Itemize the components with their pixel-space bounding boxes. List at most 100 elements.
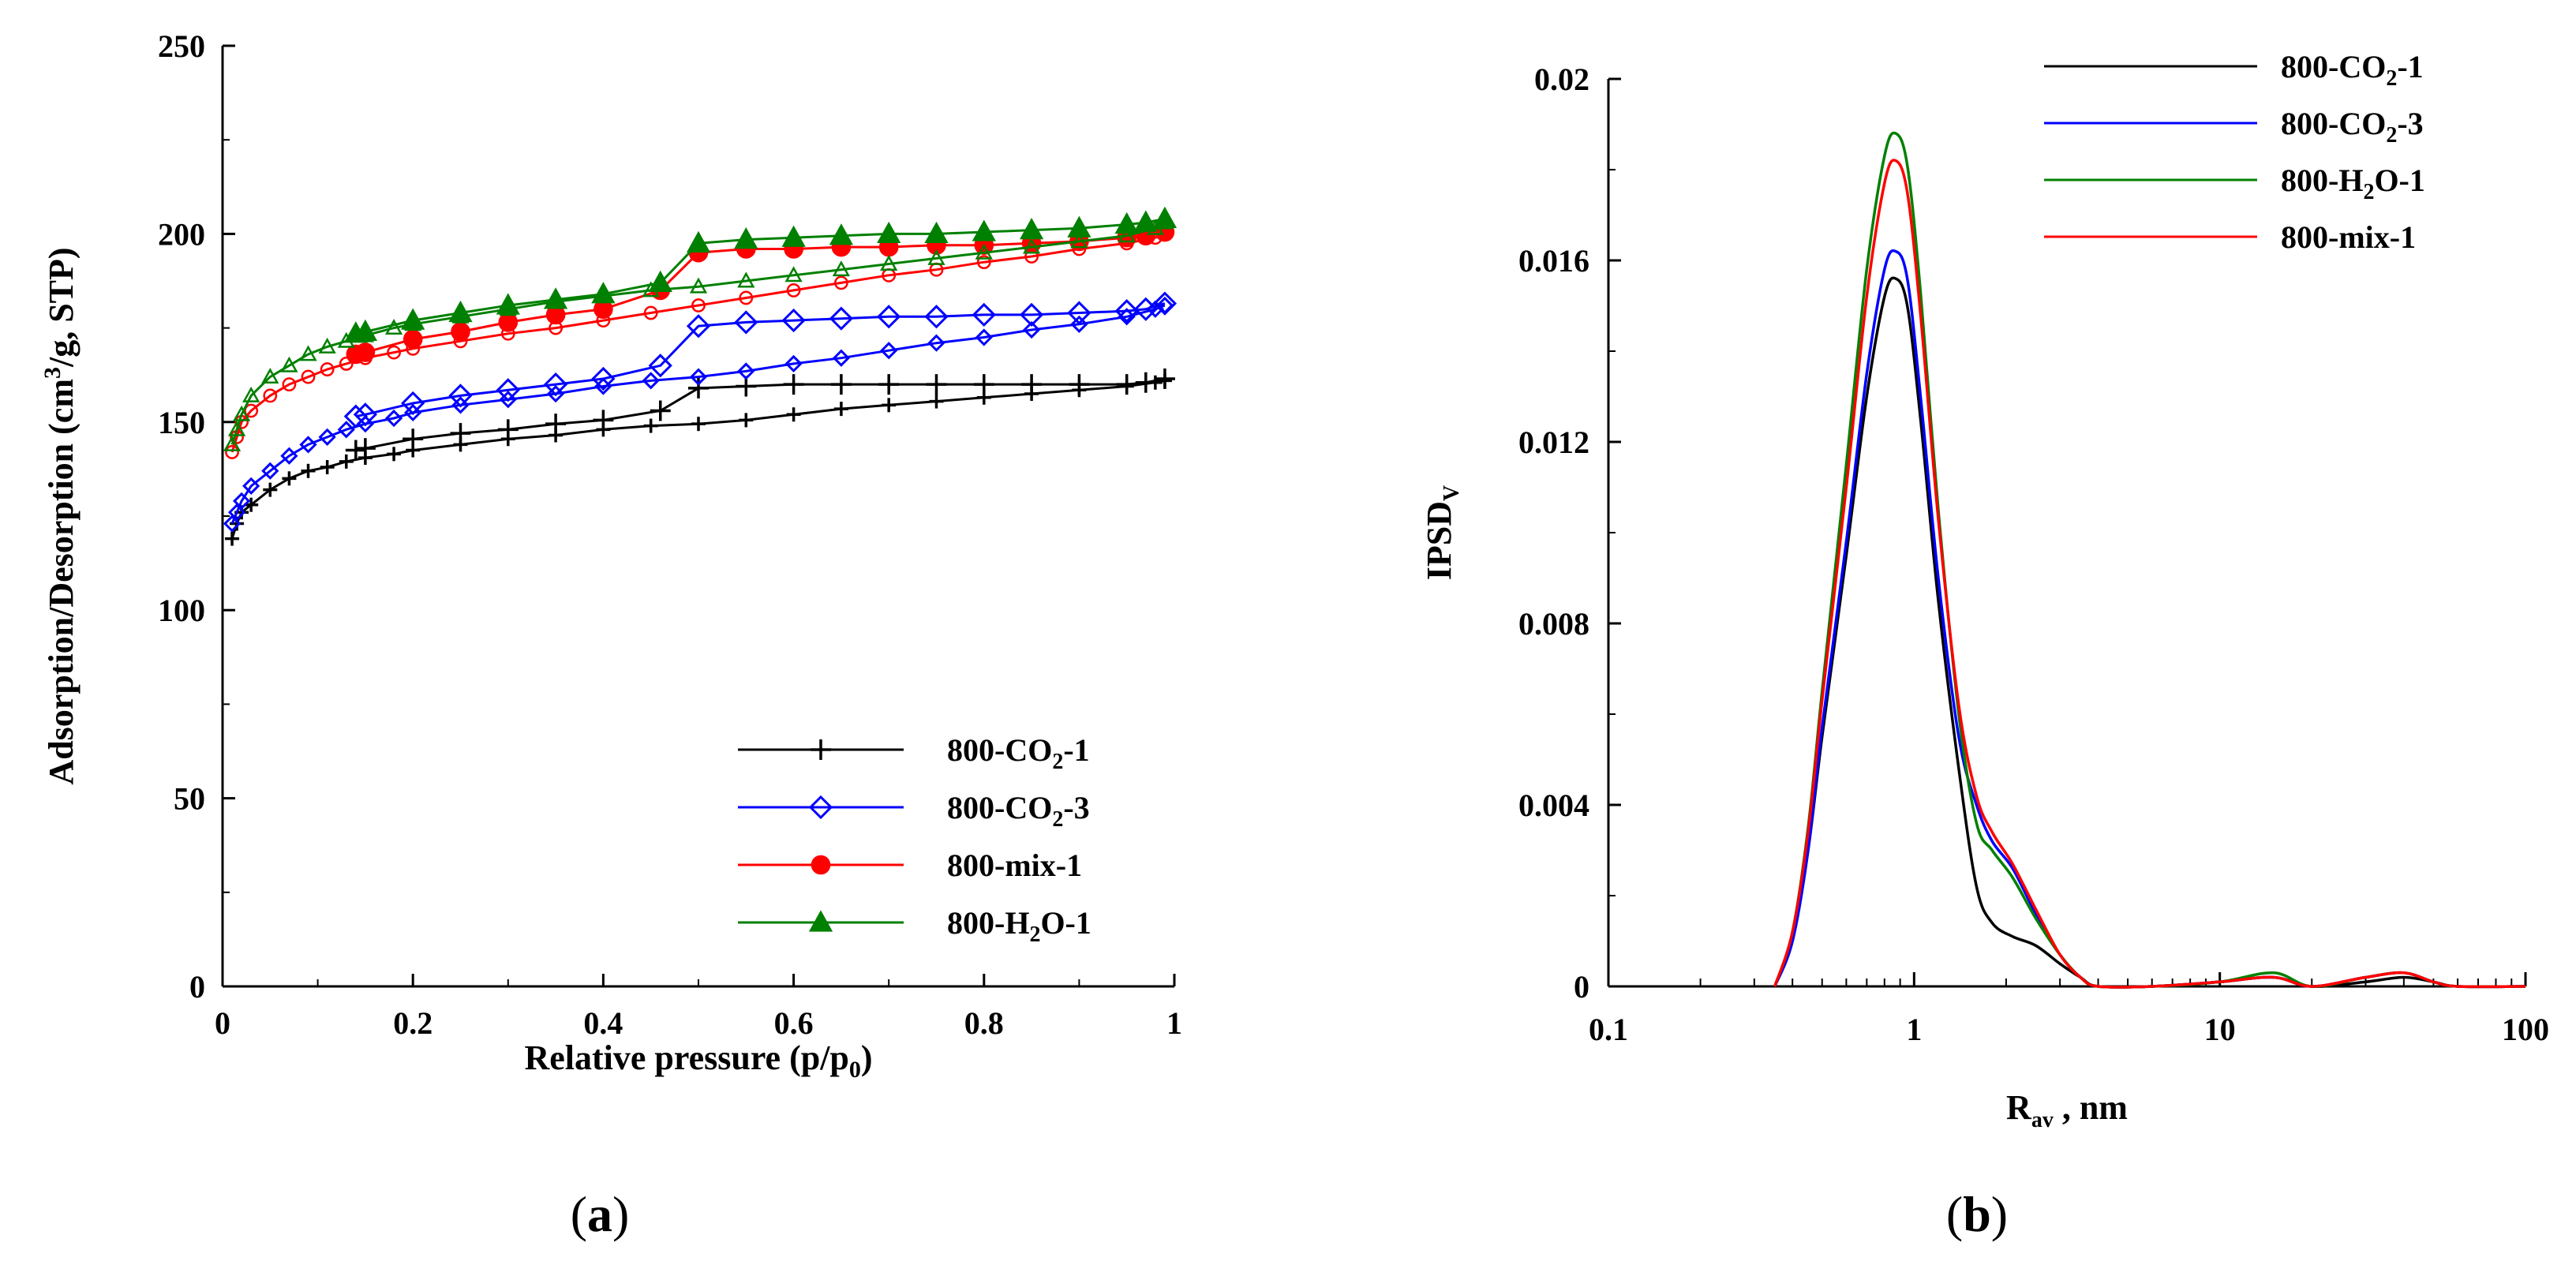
- a-desorption-point: [498, 312, 519, 332]
- a-adsorption-point: [1022, 238, 1041, 254]
- b-legend-label-sub: 2: [2363, 180, 2374, 204]
- a-adsorption-point: [232, 492, 251, 511]
- a-adsorption-point: [689, 368, 708, 386]
- a-adsorption-point: [280, 356, 298, 372]
- a-adsorption-point: [242, 477, 260, 495]
- a-desorption-line: [355, 217, 1166, 335]
- b-legend-label: 800-H2O-1: [2281, 163, 2425, 204]
- a-desorption-point: [543, 372, 568, 397]
- a-desorption-point: [545, 413, 567, 435]
- a-adsorption-point: [976, 255, 991, 270]
- a-adsorption-point: [975, 243, 993, 260]
- a-adsorption-point: [832, 260, 851, 277]
- b-x-axis-title-sub: av: [2031, 1108, 2054, 1132]
- a-adsorption-point: [642, 372, 660, 390]
- a-desorption-point: [448, 384, 473, 408]
- a-desorption-point: [829, 306, 854, 331]
- a-desorption-point: [346, 344, 366, 365]
- a-desorption-point: [781, 308, 806, 333]
- a-desorption-point: [924, 305, 949, 329]
- b-legend-label: 800-CO2-3: [2281, 106, 2424, 148]
- a-adsorption-point: [691, 298, 706, 312]
- a-adsorption-point: [927, 249, 945, 265]
- a-adsorption-point: [227, 503, 246, 522]
- a-legend-label-sub: 2: [1029, 922, 1040, 947]
- a-adsorption-point: [280, 447, 298, 465]
- a-desorption-point: [1135, 372, 1156, 393]
- a-desorption-point: [401, 308, 425, 330]
- a-adsorption-point: [739, 290, 754, 305]
- b-legend-label-pre: 800-CO: [2281, 106, 2386, 141]
- a-y-axis-title-main: Adsorption/Desorption (cm: [42, 379, 80, 785]
- a-desorption-point: [401, 391, 425, 416]
- a-adsorption-point: [339, 356, 354, 371]
- a-desorption-point: [972, 219, 996, 241]
- b-y-tick-label: 0.012: [1518, 425, 1589, 460]
- a-legend-label-pre: 800-H: [947, 905, 1029, 941]
- a-desorption-point: [451, 322, 470, 342]
- a-x-tick-label: 0.8: [964, 1005, 1004, 1041]
- b-y-tick-label: 0.008: [1518, 606, 1589, 642]
- a-y-tick-label: 0: [189, 969, 205, 1005]
- a-desorption-point: [353, 402, 378, 427]
- b-series-line-800-mix-1: [1773, 159, 2526, 989]
- a-x-tick-label: 0.2: [393, 1005, 432, 1041]
- panel-b-label-open: (: [1946, 1186, 1963, 1242]
- a-desorption-point: [648, 270, 672, 293]
- a-x-tick-label: 0.6: [774, 1005, 814, 1041]
- a-desorption-point: [591, 366, 616, 391]
- b-legend-label-pre: 800-H: [2281, 163, 2363, 198]
- a-adsorption-point: [227, 420, 246, 436]
- a-desorption-point: [1133, 297, 1158, 321]
- a-legend-marker: [808, 910, 833, 932]
- a-adsorption-point: [223, 435, 242, 451]
- a-adsorption-point: [1118, 308, 1136, 326]
- b-y-tick-label: 0.02: [1534, 62, 1589, 97]
- a-desorption-point: [829, 223, 854, 245]
- a-x-axis-title-tail: ): [861, 1038, 873, 1077]
- a-adsorption-point: [786, 407, 801, 422]
- a-adsorption-point: [232, 405, 251, 421]
- a-desorption-point: [1019, 218, 1044, 240]
- a-adsorption-point: [301, 463, 316, 478]
- a-legend-label-pre: 800-CO: [947, 732, 1052, 768]
- a-desorption-point: [734, 310, 758, 335]
- a-series-800-CO2-3: [223, 291, 1178, 533]
- a-adsorption-point: [927, 334, 945, 352]
- b-x-tick-label: 0.1: [1589, 1012, 1628, 1047]
- a-legend-label-post: O-1: [1040, 905, 1091, 941]
- a-desorption-point: [878, 374, 900, 395]
- a-legend-label-post: -3: [1063, 790, 1089, 825]
- a-legend-label: 800-mix-1: [947, 848, 1082, 883]
- panel-a-chart: 0 50 100 150 200 250 0 0.2 0.4 0.6 0.8 1 Relative pr…: [39, 28, 1182, 1242]
- a-desorption-point: [972, 302, 996, 327]
- a-desorption-point: [1067, 215, 1091, 238]
- a-desorption-point: [1133, 210, 1158, 232]
- a-adsorption-line: [230, 233, 1166, 453]
- a-desorption-point: [1067, 301, 1091, 325]
- a-y-tick-label: 50: [174, 781, 205, 817]
- a-desorption-point: [926, 374, 947, 395]
- panel-a-label-open: (: [571, 1186, 587, 1242]
- a-desorption-point: [497, 419, 519, 440]
- a-adsorption-point: [261, 368, 279, 384]
- a-adsorption-point: [1022, 320, 1041, 339]
- a-desorption-point: [686, 314, 711, 339]
- b-y-tick-label: 0.016: [1518, 243, 1589, 279]
- a-desorption-point: [402, 329, 423, 350]
- b-legend-label-sub: 2: [2386, 123, 2397, 148]
- a-adsorption-point: [834, 275, 848, 290]
- a-desorption-point: [1116, 374, 1137, 395]
- a-desorption-point: [1114, 299, 1139, 324]
- a-adsorption-point: [337, 421, 355, 439]
- a-legend-label: 800-H2O-1: [947, 905, 1091, 947]
- a-desorption-point: [354, 438, 376, 459]
- a-desorption-point: [1114, 211, 1139, 234]
- a-desorption-point: [1154, 368, 1175, 389]
- a-legend-label-pre: 800-mix-1: [947, 848, 1082, 883]
- a-desorption-point: [1019, 302, 1044, 327]
- b-legend-label: 800-mix-1: [2281, 219, 2416, 255]
